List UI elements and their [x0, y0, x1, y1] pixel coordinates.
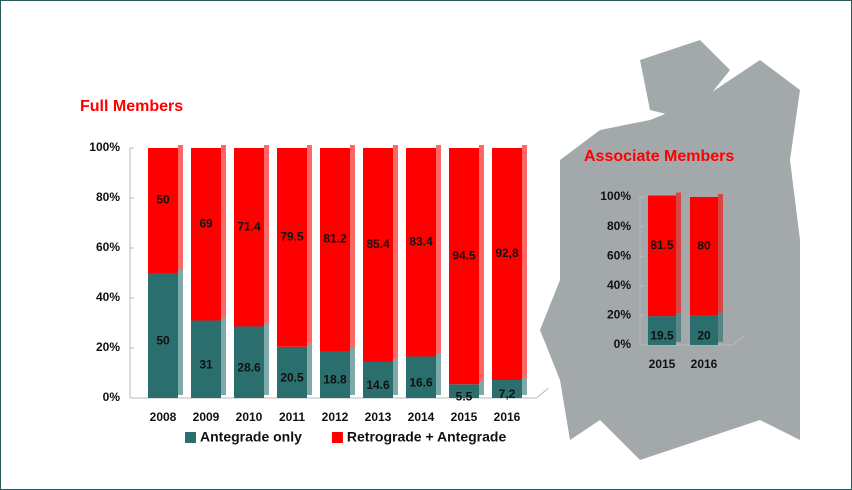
x-tick-label: 2010	[236, 410, 263, 424]
y-tick-label: 20%	[96, 340, 120, 354]
bar-segment	[363, 361, 393, 398]
bar-side	[479, 145, 484, 382]
bar-segment	[449, 384, 479, 398]
x-tick-label: 2016	[494, 410, 521, 424]
y-tick-label: 0%	[103, 390, 121, 404]
data-label: 28.6	[237, 360, 261, 374]
bar-segment	[277, 148, 307, 347]
data-label: 79.5	[280, 230, 304, 244]
bar-segment	[320, 148, 350, 351]
data-label: 19.5	[650, 329, 674, 343]
data-label: 69	[199, 216, 213, 230]
x-tick-label: 2009	[193, 410, 220, 424]
bar-side	[350, 145, 355, 348]
bar-side	[718, 312, 723, 342]
x-tick-label: 2011	[279, 410, 305, 424]
bar-side	[307, 145, 312, 344]
data-label: 85.4	[366, 237, 390, 251]
x-tick-label: 2015	[451, 410, 478, 424]
bar-segment	[449, 148, 479, 385]
bar-segment	[234, 148, 264, 327]
y-tick-label: 80%	[96, 190, 120, 204]
bar-segment	[406, 356, 436, 398]
data-label: 81.2	[323, 232, 347, 246]
y-tick-label: 60%	[607, 248, 631, 262]
bar-side	[264, 145, 269, 324]
data-label: 7,2	[499, 387, 516, 401]
bar-side	[522, 377, 527, 395]
bar-segment	[234, 326, 264, 398]
bar-segment	[492, 380, 522, 398]
bar-segment	[648, 316, 676, 345]
bar-segment	[648, 195, 676, 317]
x-tick-label: 2012	[322, 410, 349, 424]
data-label: 50	[156, 193, 170, 207]
bar-segment	[690, 197, 718, 316]
bar-side	[676, 192, 681, 314]
data-label: 80	[697, 238, 711, 252]
legend-swatch	[331, 432, 343, 443]
bar-side	[350, 348, 355, 395]
y-tick-label: 80%	[607, 219, 631, 233]
data-label: 94.5	[452, 248, 476, 262]
bar-segment	[320, 351, 350, 398]
bar-side	[221, 317, 226, 395]
chart-title: Full Members	[80, 98, 183, 115]
bar-side	[676, 313, 681, 342]
bar-segment	[191, 148, 221, 321]
bar-segment	[363, 148, 393, 362]
y-tick-label: 0%	[614, 337, 632, 351]
legend-label: Antegrade only	[200, 429, 302, 445]
data-label: 20.5	[280, 371, 304, 385]
data-label: 83.4	[409, 234, 433, 248]
bar-segment	[406, 148, 436, 357]
data-label: 16.6	[409, 375, 433, 389]
y-tick-label: 40%	[607, 278, 631, 292]
data-label: 92,8	[495, 246, 519, 260]
legend-swatch	[185, 432, 196, 443]
bar-segment	[191, 320, 221, 398]
bar-side	[178, 270, 183, 395]
bar-side	[178, 145, 183, 270]
bar-side	[307, 343, 312, 395]
bar-segment	[148, 148, 178, 273]
data-label: 18.8	[323, 373, 347, 387]
bar-side	[393, 145, 398, 359]
bar-side	[436, 145, 441, 354]
y-tick-label: 60%	[96, 240, 120, 254]
bar-side	[436, 353, 441, 395]
chart-title: Associate Members	[584, 148, 734, 165]
data-label: 71.4	[237, 219, 261, 233]
data-label: 5.5	[456, 389, 473, 403]
data-label: 14.6	[366, 378, 390, 392]
bar-side	[522, 145, 527, 377]
x-tick-label: 2013	[365, 410, 392, 424]
data-label: 20	[697, 328, 711, 342]
bar-segment	[492, 148, 522, 380]
data-label: 81.5	[650, 238, 674, 252]
x-tick-label: 2016	[691, 357, 718, 371]
bar-side	[393, 358, 398, 395]
bar-side	[718, 194, 723, 313]
bar-side	[221, 145, 226, 318]
bar-segment	[690, 315, 718, 345]
x-tick-label: 2008	[150, 410, 177, 424]
bar-segment	[277, 346, 307, 398]
bar-side	[264, 323, 269, 395]
y-tick-label: 100%	[89, 140, 120, 154]
bar-segment	[148, 273, 178, 398]
y-tick-label: 100%	[600, 189, 631, 203]
bar-side	[479, 381, 484, 395]
y-tick-label: 20%	[607, 308, 631, 322]
y-tick-label: 40%	[96, 290, 120, 304]
floor	[130, 387, 549, 399]
data-label: 50	[156, 334, 170, 348]
legend-label: Retrograde + Antegrade	[347, 429, 507, 445]
data-label: 31	[199, 357, 213, 371]
x-tick-label: 2015	[649, 357, 676, 371]
x-tick-label: 2014	[408, 410, 435, 424]
